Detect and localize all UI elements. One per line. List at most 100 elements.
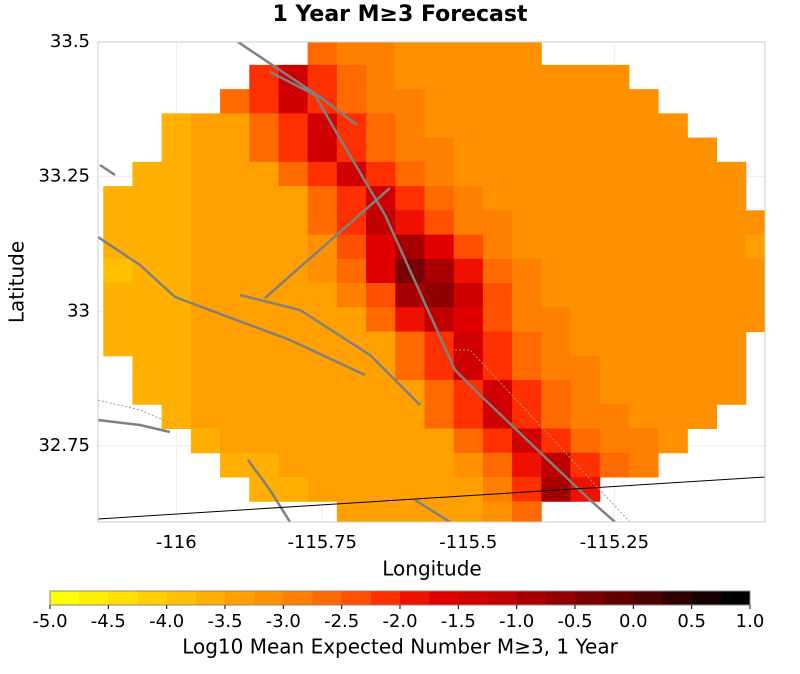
cell	[570, 89, 601, 114]
cell	[599, 64, 630, 90]
cell	[512, 137, 542, 163]
cell	[658, 137, 688, 163]
fault	[269, 70, 616, 522]
cell	[249, 234, 279, 260]
cell	[395, 331, 425, 357]
cell	[366, 64, 396, 90]
cell	[687, 186, 718, 211]
cell	[599, 161, 630, 187]
cell	[132, 307, 163, 333]
cell	[132, 234, 163, 260]
colorbar-segment	[458, 591, 488, 605]
cell	[307, 64, 338, 90]
cell	[453, 452, 484, 478]
cell	[687, 355, 718, 381]
colorbar-tick-label: 0.0	[619, 611, 648, 632]
cell	[716, 258, 747, 284]
cell	[220, 452, 250, 478]
cell	[161, 404, 192, 430]
cell	[658, 186, 688, 211]
cell	[628, 161, 659, 187]
cell	[541, 161, 572, 187]
cell	[570, 210, 601, 236]
cell	[512, 501, 542, 522]
cell	[599, 452, 630, 478]
cell	[307, 331, 338, 357]
cell	[570, 234, 601, 260]
cell	[249, 380, 279, 405]
cell	[453, 186, 484, 211]
cell	[249, 210, 279, 236]
cell	[395, 307, 425, 333]
cell	[336, 404, 367, 430]
fault	[239, 293, 421, 406]
cell	[249, 89, 279, 114]
cell	[366, 331, 396, 357]
cell	[307, 283, 338, 308]
colorbar-segment	[720, 591, 751, 605]
cell	[628, 404, 659, 430]
cell	[453, 234, 484, 260]
cell	[424, 210, 455, 236]
cell	[161, 380, 192, 405]
cell	[307, 258, 338, 284]
cell	[278, 234, 309, 260]
cell	[190, 186, 221, 211]
cell	[395, 186, 425, 211]
cell	[424, 404, 455, 430]
colorbar-segment	[575, 591, 605, 605]
cell	[366, 452, 396, 478]
cell	[395, 355, 425, 381]
cell	[307, 307, 338, 333]
cell	[395, 113, 425, 139]
cell	[336, 234, 367, 260]
chart-title: 1 Year M≥3 Forecast	[273, 2, 528, 27]
cell	[307, 452, 338, 478]
cell	[453, 258, 484, 284]
cell	[278, 452, 309, 478]
cell	[628, 452, 659, 478]
cell	[687, 283, 718, 308]
cell	[278, 113, 309, 139]
cell	[424, 258, 455, 284]
colorbar-tick-label: 0.5	[677, 611, 706, 632]
cell	[599, 283, 630, 308]
cell	[424, 161, 455, 187]
cell	[453, 137, 484, 163]
cell	[628, 283, 659, 308]
cell	[249, 186, 279, 211]
cell	[482, 452, 513, 478]
cell	[512, 307, 542, 333]
cell	[716, 210, 747, 236]
cell	[512, 186, 542, 211]
cell	[687, 258, 718, 284]
colorbar-tick-label: -4.5	[91, 611, 126, 632]
cell	[132, 283, 163, 308]
cell	[161, 234, 192, 260]
colorbar-tick-label: -2.5	[324, 611, 359, 632]
cell	[541, 380, 572, 405]
cell	[512, 404, 542, 430]
cell	[541, 234, 572, 260]
x-axis-label: Longitude	[382, 557, 481, 581]
colorbar-segment	[79, 591, 109, 605]
fault	[414, 498, 451, 522]
plot-frame	[97, 41, 766, 523]
cell	[482, 258, 513, 284]
cell	[278, 283, 309, 308]
cell	[453, 89, 484, 114]
cell	[190, 234, 221, 260]
cell	[395, 42, 425, 66]
cell	[278, 355, 309, 381]
cell	[307, 428, 338, 454]
cell	[512, 234, 542, 260]
cell	[220, 210, 250, 236]
cell	[599, 380, 630, 405]
cell	[628, 258, 659, 284]
cell	[103, 283, 133, 308]
cell	[190, 404, 221, 430]
cell	[599, 428, 630, 454]
colorbar-tick-label: -1.0	[499, 611, 534, 632]
cell	[132, 186, 163, 211]
y-tick-label: 33.5	[50, 31, 90, 52]
